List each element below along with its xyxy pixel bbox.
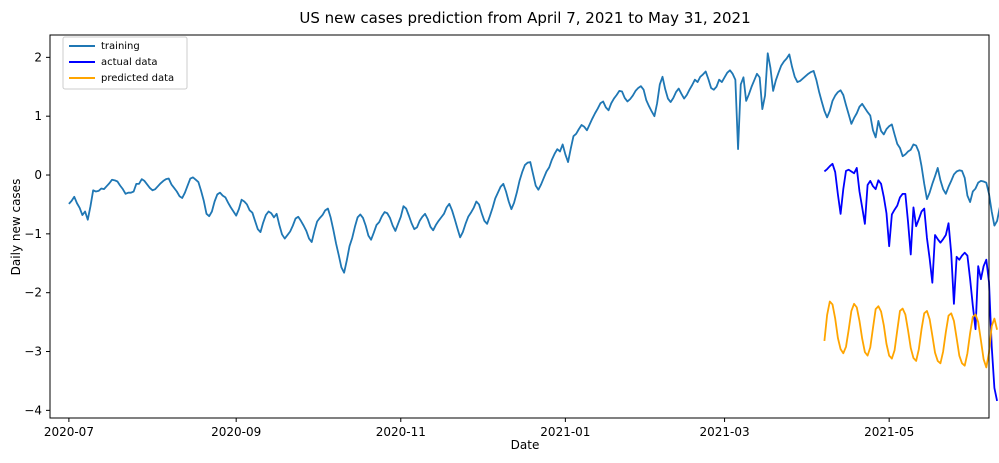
x-tick-label: 2021-01 [540,425,590,439]
legend: training actual data predicted data [62,36,188,90]
x-tick-label: 2020-11 [376,425,426,439]
plot-frame [49,34,990,419]
y-tick-label: 2 [34,50,42,64]
y-tick-label: −1 [24,227,42,241]
x-tick-label: 2020-07 [44,425,94,439]
plot-area [50,35,989,418]
x-axis: 2020-07 2020-09 2020-11 2021-01 2021-03 2021-… [44,418,914,439]
legend-label-predicted-data: predicted data [101,73,174,84]
legend-box [62,36,188,90]
series-line-actual-data [823,162,998,402]
x-tick-label: 2020-09 [211,425,261,439]
y-axis: 2 1 0 −1 −2 −3 −4 [24,50,50,417]
legend-label-training: training [101,41,140,52]
chart-title: US new cases prediction from April 7, 20… [299,9,750,27]
y-tick-label: 1 [34,109,42,123]
y-tick-label: −3 [24,345,42,359]
plot-background [50,35,989,418]
legend-label-actual-data: actual data [101,57,158,68]
x-tick-label: 2021-05 [864,425,914,439]
series-line-predicted-data [823,300,998,369]
y-axis-label: Daily new cases [9,179,23,276]
x-tick-label: 2021-03 [699,425,749,439]
series-line-training [68,52,999,274]
x-axis-label: Date [511,438,540,452]
series-layer [68,52,999,402]
y-tick-label: −4 [24,403,42,417]
y-tick-label: 0 [34,168,42,182]
y-tick-label: −2 [24,286,42,300]
